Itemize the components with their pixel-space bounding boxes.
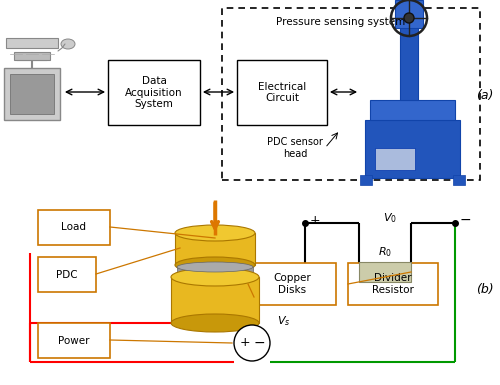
Text: Electrical
Circuit: Electrical Circuit bbox=[258, 82, 306, 103]
Text: +: + bbox=[310, 214, 320, 226]
Bar bbox=[375, 148, 415, 170]
Bar bbox=[395, 0, 423, 28]
Text: Pressure sensing system: Pressure sensing system bbox=[276, 17, 406, 27]
Bar bbox=[370, 100, 455, 120]
Bar bbox=[348, 263, 438, 305]
Text: Power: Power bbox=[58, 335, 90, 345]
Bar bbox=[6, 38, 58, 48]
Bar bbox=[10, 74, 54, 114]
Text: $V_0$: $V_0$ bbox=[383, 211, 397, 225]
Ellipse shape bbox=[175, 225, 255, 241]
Ellipse shape bbox=[171, 314, 259, 332]
Text: (a): (a) bbox=[476, 89, 494, 102]
Bar bbox=[177, 267, 253, 277]
Text: Copper
Disks: Copper Disks bbox=[273, 273, 311, 295]
Bar bbox=[222, 8, 480, 180]
Text: Load: Load bbox=[62, 223, 86, 233]
Text: +: + bbox=[240, 336, 250, 350]
Bar bbox=[38, 323, 110, 358]
Bar bbox=[14, 52, 50, 60]
Circle shape bbox=[234, 325, 270, 361]
Text: PDC sensor
head: PDC sensor head bbox=[267, 137, 323, 159]
Bar bbox=[365, 120, 460, 178]
Ellipse shape bbox=[171, 268, 259, 286]
Bar bbox=[4, 68, 60, 120]
Bar bbox=[237, 60, 327, 125]
Bar bbox=[453, 175, 465, 185]
Circle shape bbox=[404, 13, 414, 23]
Ellipse shape bbox=[177, 262, 253, 272]
Text: $R_0$: $R_0$ bbox=[378, 245, 392, 259]
Text: $V_s$: $V_s$ bbox=[278, 314, 290, 328]
Bar bbox=[359, 262, 411, 282]
Bar bbox=[400, 20, 418, 100]
Text: Divider
Resistor: Divider Resistor bbox=[372, 273, 414, 295]
Bar bbox=[175, 233, 255, 265]
Ellipse shape bbox=[61, 39, 75, 49]
Text: (b): (b) bbox=[476, 283, 494, 296]
Bar bbox=[360, 175, 372, 185]
Bar bbox=[248, 263, 336, 305]
Text: PDC: PDC bbox=[56, 270, 78, 280]
Ellipse shape bbox=[177, 272, 253, 282]
Bar bbox=[171, 277, 259, 323]
Bar bbox=[38, 257, 96, 292]
Ellipse shape bbox=[175, 257, 255, 273]
Text: −: − bbox=[459, 213, 471, 227]
Text: −: − bbox=[253, 336, 265, 350]
Bar bbox=[38, 210, 110, 245]
Text: Data
Acquisition
System: Data Acquisition System bbox=[125, 76, 183, 109]
Bar bbox=[108, 60, 200, 125]
